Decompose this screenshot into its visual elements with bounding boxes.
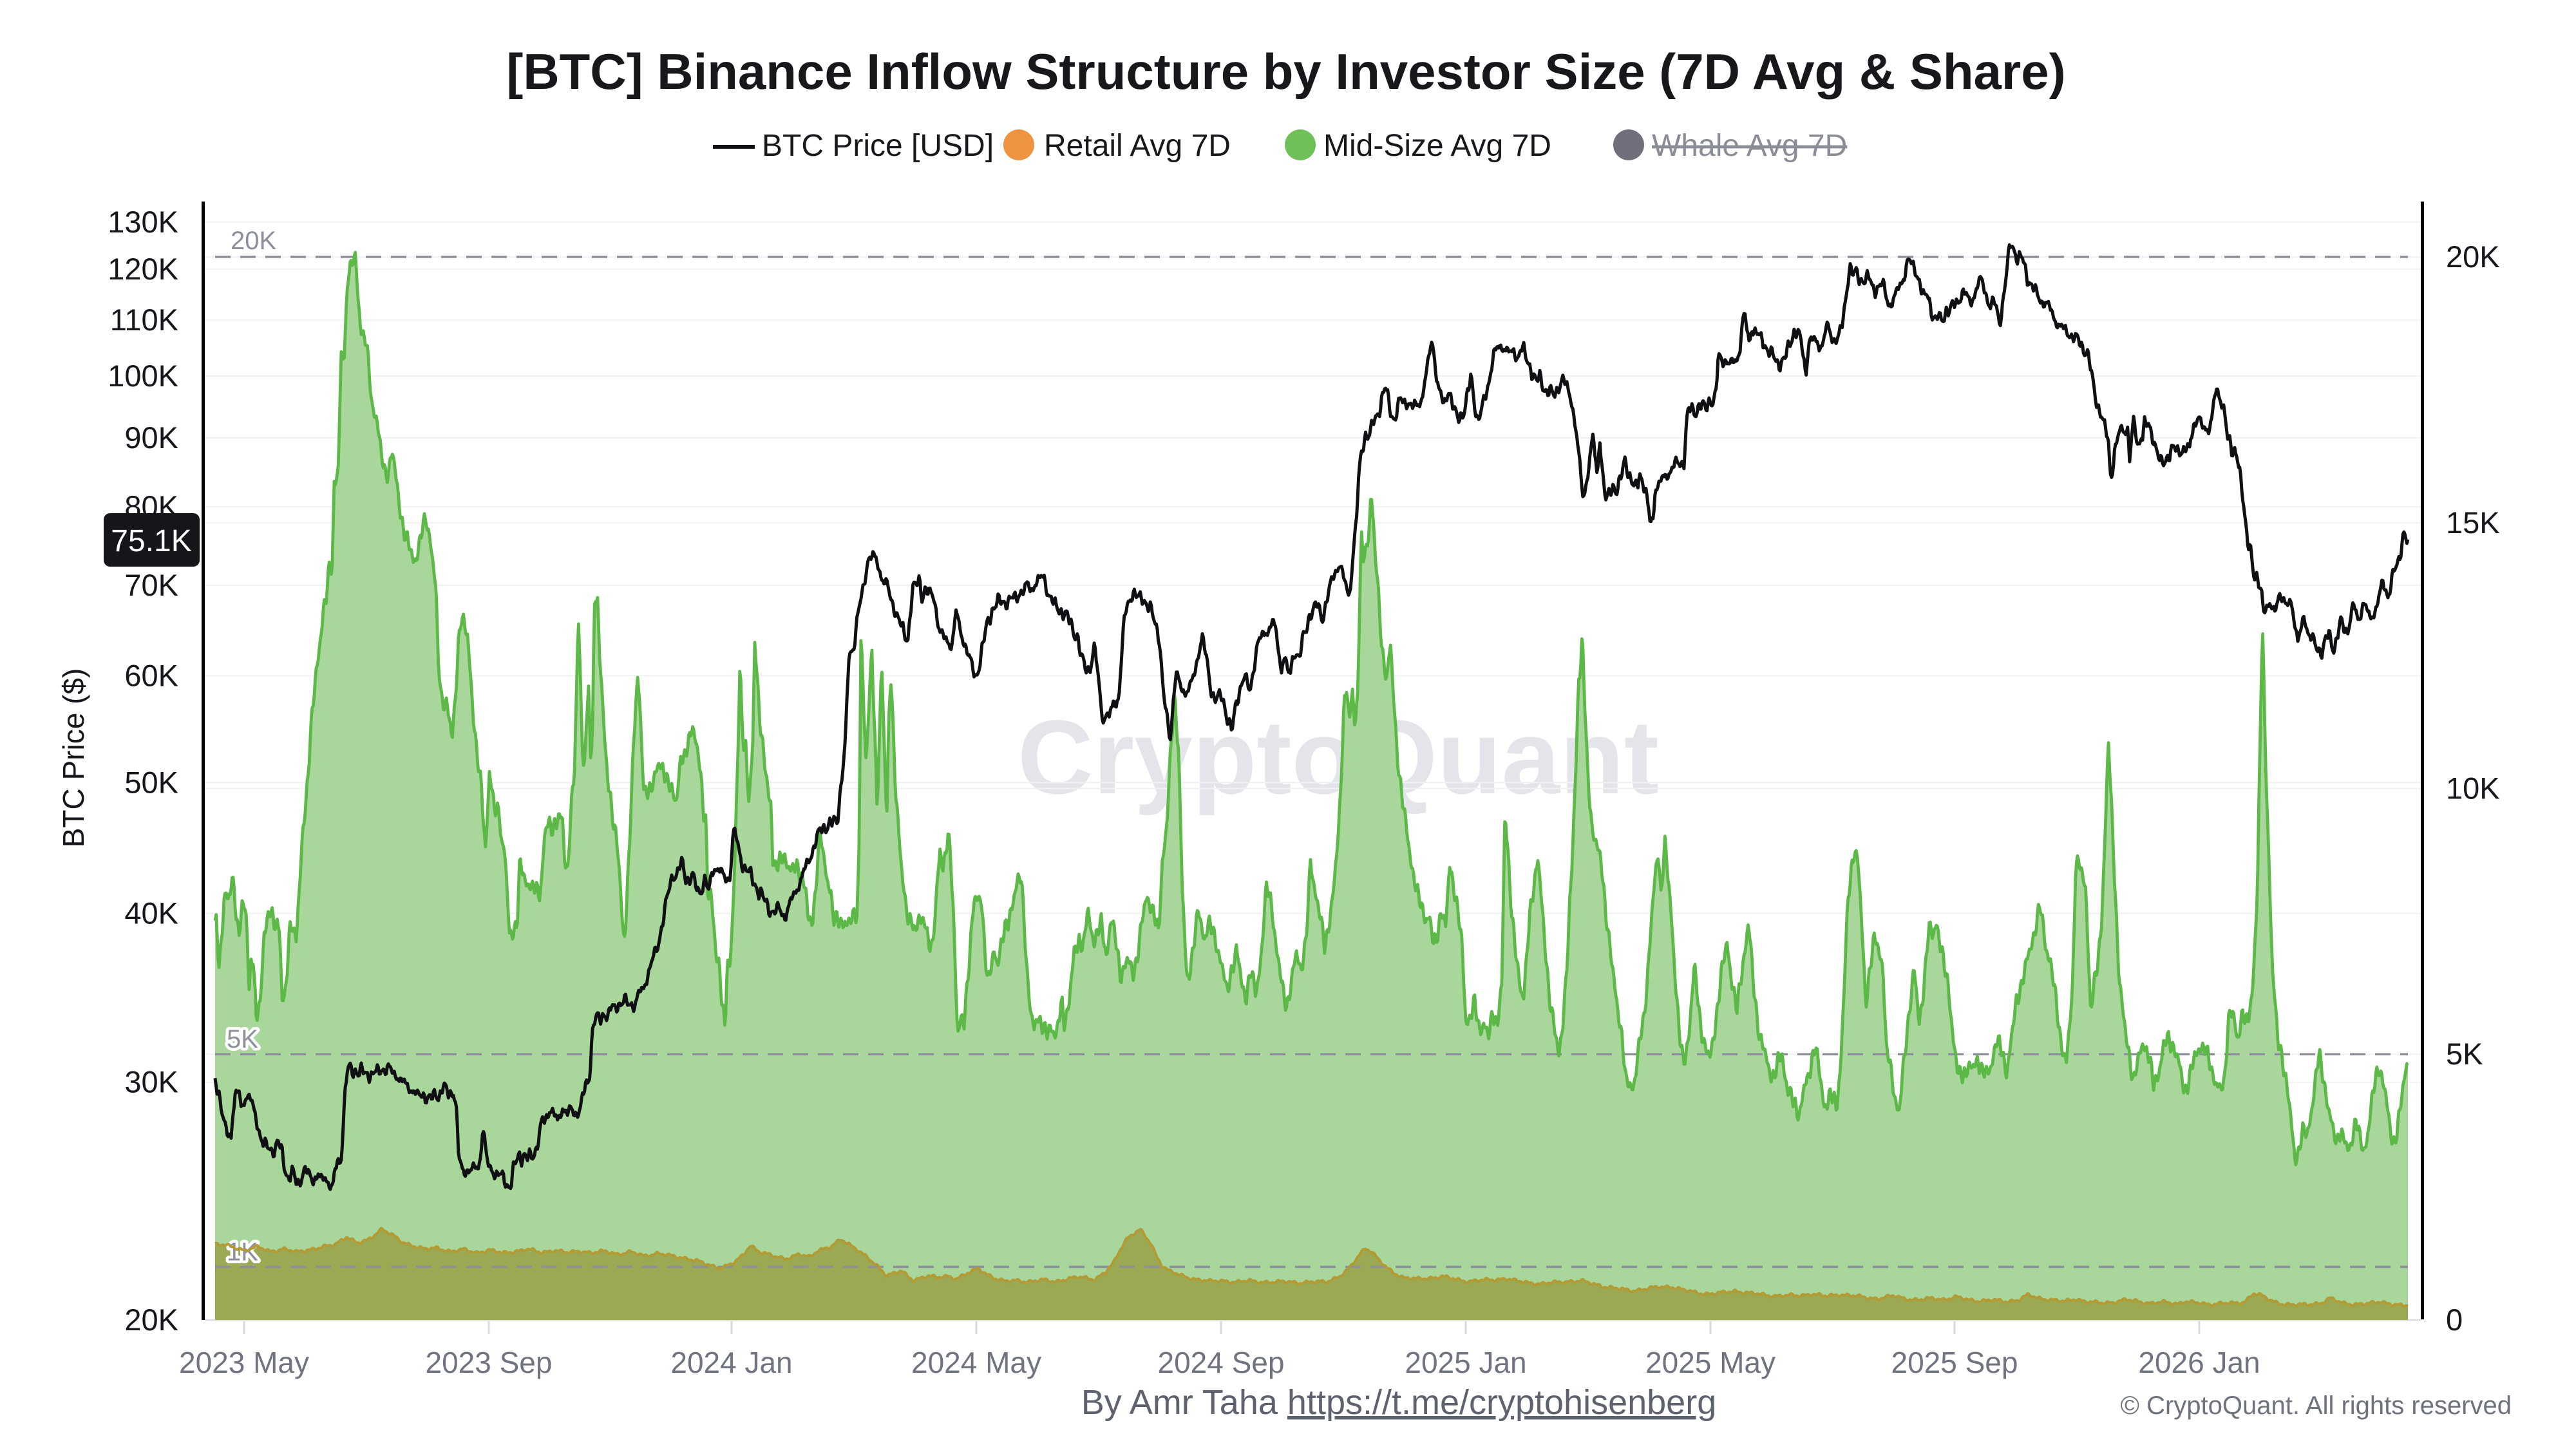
svg-text:2024 Sep: 2024 Sep — [1158, 1346, 1285, 1379]
svg-text:5K: 5K — [2446, 1037, 2483, 1071]
svg-text:[BTC] Binance Inflow Structure: [BTC] Binance Inflow Structure by Invest… — [506, 43, 2065, 100]
svg-text:20K: 20K — [231, 227, 276, 255]
svg-text:90K: 90K — [124, 420, 178, 455]
svg-text:30K: 30K — [124, 1065, 178, 1099]
svg-text:60K: 60K — [124, 658, 178, 692]
svg-text:20K: 20K — [2446, 240, 2500, 274]
svg-text:130K: 130K — [108, 205, 178, 239]
svg-text:40K: 40K — [124, 896, 178, 930]
svg-text:100K: 100K — [108, 359, 178, 393]
svg-text:15K: 15K — [2446, 505, 2500, 540]
svg-text:2026 Jan: 2026 Jan — [2138, 1346, 2260, 1379]
svg-text:2025 May: 2025 May — [1645, 1346, 1776, 1379]
svg-text:2025 Sep: 2025 Sep — [1891, 1346, 2018, 1379]
svg-text:BTC Price [USD]: BTC Price [USD] — [762, 129, 994, 163]
svg-text:120K: 120K — [108, 252, 178, 286]
svg-text:By Amr Taha https://t.me/crypt: By Amr Taha https://t.me/cryptohisenberg — [1081, 1383, 1716, 1422]
svg-text:2024 May: 2024 May — [911, 1346, 1041, 1379]
svg-text:75.1K: 75.1K — [111, 524, 191, 558]
svg-text:0: 0 — [2446, 1303, 2463, 1337]
svg-text:5K: 5K — [227, 1025, 258, 1053]
svg-text:BTC Price ($): BTC Price ($) — [57, 668, 90, 848]
svg-text:2025 Jan: 2025 Jan — [1405, 1346, 1526, 1379]
svg-text:© CryptoQuant. All rights rese: © CryptoQuant. All rights reserved — [2121, 1391, 2512, 1420]
svg-text:CryptoQuant: CryptoQuant — [1018, 698, 1659, 816]
svg-text:2023 Sep: 2023 Sep — [426, 1346, 553, 1379]
svg-text:Whale Avg 7D: Whale Avg 7D — [1652, 129, 1847, 163]
svg-text:50K: 50K — [124, 765, 178, 799]
svg-text:20K: 20K — [124, 1303, 178, 1337]
svg-text:Retail Avg 7D: Retail Avg 7D — [1044, 129, 1231, 163]
svg-text:2024 Jan: 2024 Jan — [670, 1346, 792, 1379]
svg-text:70K: 70K — [124, 568, 178, 602]
svg-text:1K: 1K — [227, 1238, 258, 1267]
svg-text:2023 May: 2023 May — [179, 1346, 309, 1379]
svg-text:110K: 110K — [110, 303, 178, 337]
svg-text:Mid-Size Avg 7D: Mid-Size Avg 7D — [1323, 129, 1551, 163]
svg-text:10K: 10K — [2446, 771, 2500, 806]
